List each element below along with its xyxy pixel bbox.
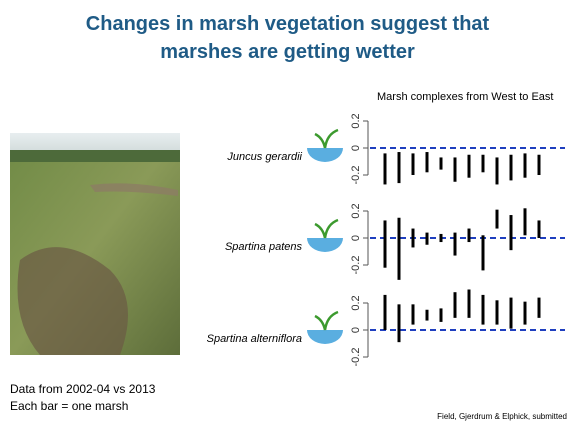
y-tick-label: -0.2 (350, 166, 362, 185)
credit: Field, Gjerdrum & Elphick, submitted (437, 412, 567, 421)
panel-label: Juncus gerardii (226, 151, 302, 163)
range-bar (468, 290, 471, 318)
range-bar (524, 153, 527, 177)
range-bar (426, 310, 429, 321)
range-bar (496, 300, 499, 324)
range-bar (412, 304, 415, 324)
y-tick-label: 0.2 (350, 113, 362, 128)
range-bar (468, 155, 471, 178)
y-tick-label: -0.2 (350, 348, 362, 367)
range-bar (440, 308, 443, 322)
range-bar (384, 153, 387, 184)
panel-label: Spartina alterniflora (207, 333, 302, 345)
range-bar (412, 229, 415, 248)
range-bar (384, 295, 387, 330)
plant-icon (307, 130, 343, 162)
plant-icon (307, 220, 343, 252)
range-bar (496, 210, 499, 229)
range-bar (510, 155, 513, 181)
range-bar (440, 234, 443, 242)
y-tick-label: -0.2 (350, 256, 362, 275)
range-bar (510, 215, 513, 250)
water (307, 330, 343, 344)
range-bar (482, 295, 485, 325)
range-bar (398, 304, 401, 342)
range-bar (510, 298, 513, 329)
range-bar (482, 155, 485, 173)
range-bar (482, 235, 485, 270)
range-bar (426, 233, 429, 245)
range-bar (468, 229, 471, 243)
slide: -0.2 0 0.2 Juncus gerardii Marsh complexes f… (0, 0, 575, 426)
y-tick-label: 0 (350, 235, 362, 241)
y-tick-label: 0.2 (350, 295, 362, 310)
footnote: Each bar = one marsh (10, 399, 128, 413)
range-bar (524, 208, 527, 235)
range-bar (538, 155, 541, 175)
panel-label: Spartina patens (225, 241, 303, 253)
water (307, 238, 343, 252)
sprout (315, 130, 338, 148)
y-tick-label: 0 (350, 145, 362, 151)
range-bar (412, 153, 415, 175)
range-bar (496, 157, 499, 184)
slide-title: Changes in marsh vegetation suggest that… (60, 10, 515, 66)
y-tick-label: 0 (350, 327, 362, 333)
range-bar (426, 152, 429, 172)
plant-icon (307, 312, 343, 344)
range-bar (454, 157, 457, 181)
range-bar (398, 218, 401, 280)
photo (10, 133, 180, 355)
sprout (315, 220, 338, 238)
range-bar (454, 292, 457, 318)
range-bar (538, 220, 541, 238)
range-bar (538, 298, 541, 318)
footnote: Data from 2002-04 vs 2013 (10, 382, 155, 396)
water (307, 148, 343, 162)
annotation: Marsh complexes from West to East (377, 91, 553, 103)
range-bar (440, 157, 443, 169)
range-bar (398, 152, 401, 183)
range-bar (524, 302, 527, 325)
sprout (315, 312, 338, 330)
range-bar (384, 220, 387, 267)
y-tick-label: 0.2 (350, 203, 362, 218)
range-bar (454, 233, 457, 256)
